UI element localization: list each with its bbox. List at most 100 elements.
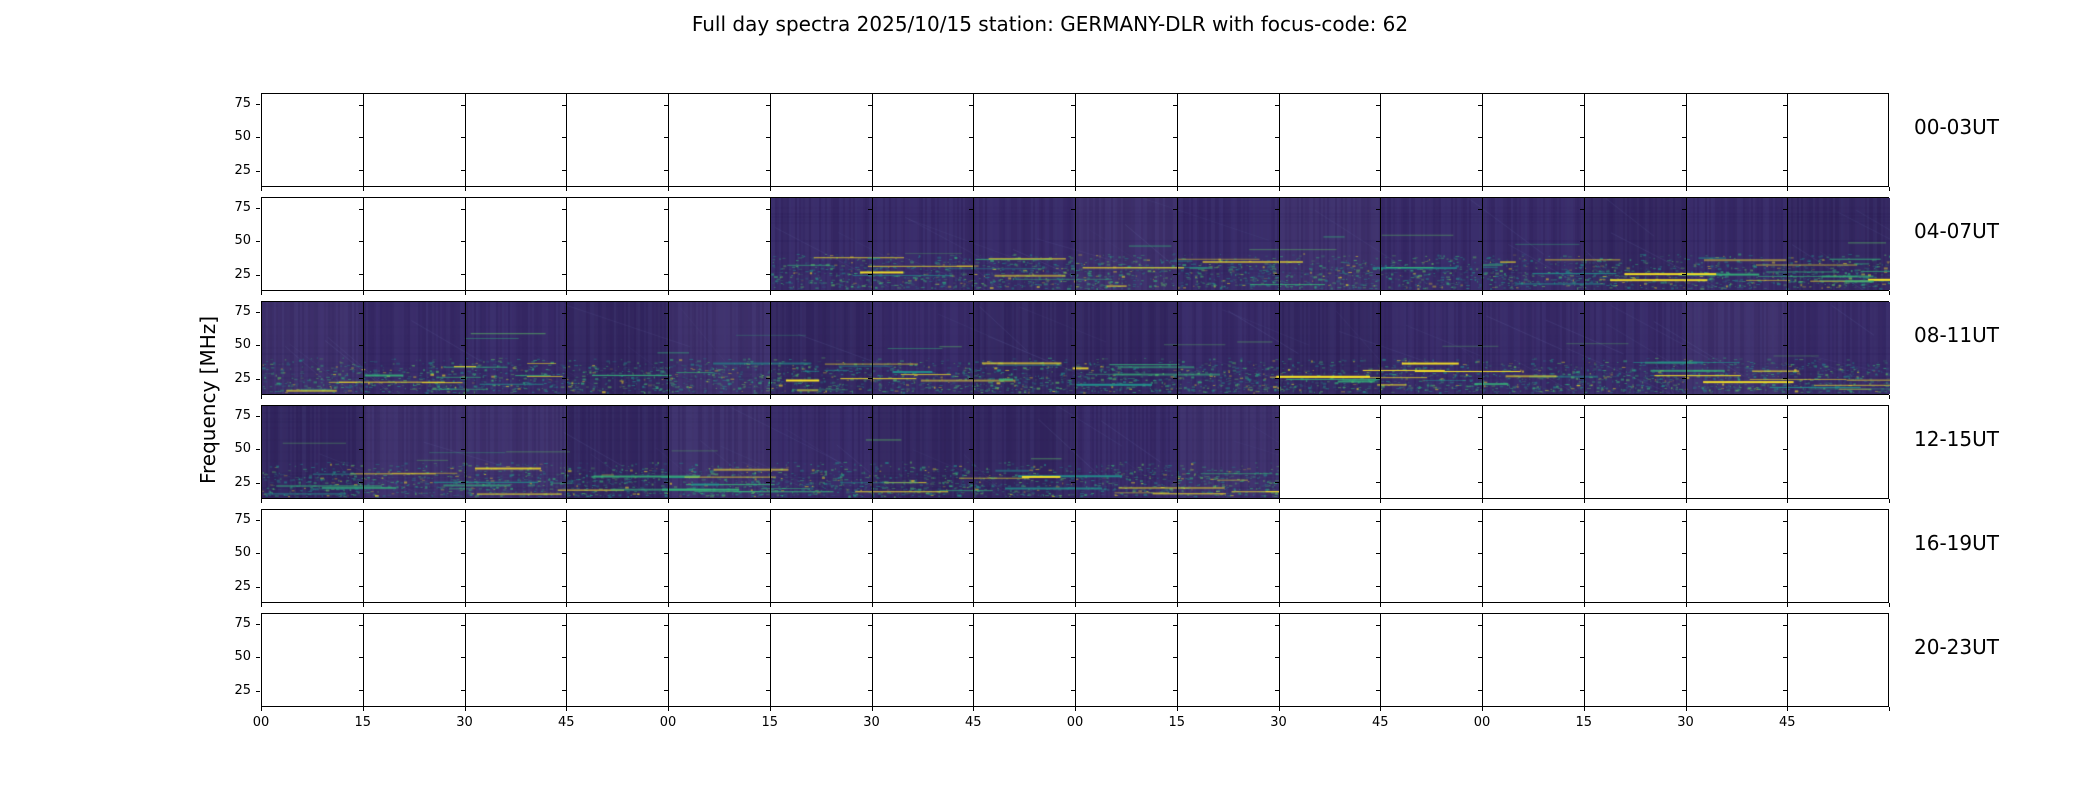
x-tick-mark xyxy=(872,499,873,503)
y-tick-mark xyxy=(664,586,668,587)
y-tick-mark xyxy=(1275,586,1279,587)
x-tick-mark xyxy=(1075,395,1076,399)
x-tick-label: 45 xyxy=(1371,715,1389,730)
y-tick-mark xyxy=(562,137,566,138)
y-tick-mark xyxy=(1275,209,1279,210)
x-tick-mark xyxy=(1279,499,1280,503)
y-tick-mark xyxy=(1275,378,1279,379)
y-tick-mark xyxy=(1682,657,1686,658)
segment-divider xyxy=(465,614,466,706)
x-tick-mark xyxy=(872,603,873,607)
y-tick-mark xyxy=(256,553,260,554)
segment-divider xyxy=(668,302,669,394)
y-tick-mark xyxy=(1682,482,1686,483)
segment-divider xyxy=(1482,406,1483,498)
segment-divider xyxy=(973,198,974,290)
segment-divider xyxy=(1482,302,1483,394)
spectra-row-panel xyxy=(261,509,1889,603)
row-time-label: 04-07UT xyxy=(1914,219,1999,243)
y-tick-label: 25 xyxy=(234,371,251,386)
x-tick-mark xyxy=(1889,395,1890,399)
x-tick-mark xyxy=(1686,499,1687,503)
y-tick-mark xyxy=(359,274,363,275)
spectra-row-panel xyxy=(261,197,1890,291)
y-tick-mark xyxy=(1173,137,1177,138)
x-tick-mark xyxy=(261,707,262,711)
y-tick-mark xyxy=(256,416,260,417)
x-tick-mark xyxy=(1380,603,1381,607)
y-tick-mark xyxy=(1682,586,1686,587)
segment-divider xyxy=(1787,302,1788,394)
segment-divider xyxy=(1482,198,1483,290)
y-tick-mark xyxy=(1783,690,1787,691)
y-tick-mark xyxy=(1478,241,1482,242)
x-tick-mark xyxy=(363,291,364,295)
x-tick-mark xyxy=(1279,187,1280,191)
y-tick-mark xyxy=(562,690,566,691)
y-tick-mark xyxy=(562,586,566,587)
y-tick-label: 25 xyxy=(234,579,251,594)
x-tick-mark xyxy=(1482,291,1483,295)
y-tick-mark xyxy=(969,657,973,658)
segment-divider xyxy=(872,302,873,394)
y-tick-mark xyxy=(868,657,872,658)
y-tick-mark xyxy=(1173,241,1177,242)
y-tick-mark xyxy=(1580,625,1584,626)
x-tick-mark xyxy=(973,187,974,191)
y-tick-mark xyxy=(461,137,465,138)
x-tick-label: 30 xyxy=(1677,715,1694,730)
y-tick-mark xyxy=(461,449,465,450)
y-tick-label: 50 xyxy=(234,649,251,664)
x-tick-mark xyxy=(1482,395,1483,399)
y-tick-mark xyxy=(1275,449,1279,450)
y-tick-mark xyxy=(1682,521,1686,522)
y-tick-mark xyxy=(766,417,770,418)
x-tick-mark xyxy=(1889,603,1890,607)
y-tick-mark xyxy=(1376,553,1380,554)
segment-divider xyxy=(1584,510,1585,602)
x-tick-mark xyxy=(1584,395,1585,399)
y-tick-mark xyxy=(1783,241,1787,242)
y-tick-mark xyxy=(664,449,668,450)
segment-divider xyxy=(363,406,364,498)
y-tick-label: 25 xyxy=(234,163,251,178)
y-tick-mark xyxy=(969,586,973,587)
x-tick-mark xyxy=(1075,187,1076,191)
x-tick-mark xyxy=(566,707,567,711)
y-tick-mark xyxy=(1376,449,1380,450)
segment-divider xyxy=(770,94,771,186)
y-tick-mark xyxy=(256,657,260,658)
segment-divider xyxy=(363,510,364,602)
y-tick-mark xyxy=(1580,657,1584,658)
y-tick-mark xyxy=(969,482,973,483)
segment-divider xyxy=(566,406,567,498)
x-tick-label: 45 xyxy=(1778,715,1796,730)
y-tick-mark xyxy=(969,553,973,554)
y-tick-mark xyxy=(969,345,973,346)
x-tick-mark xyxy=(1686,291,1687,295)
y-tick-mark xyxy=(1376,170,1380,171)
x-tick-mark xyxy=(1380,499,1381,503)
y-tick-mark xyxy=(1580,313,1584,314)
segment-divider xyxy=(363,198,364,290)
y-tick-mark xyxy=(969,378,973,379)
y-tick-mark xyxy=(1173,690,1177,691)
y-tick-mark xyxy=(562,313,566,314)
y-tick-mark xyxy=(868,313,872,314)
x-tick-mark xyxy=(770,187,771,191)
y-tick-mark xyxy=(1173,170,1177,171)
y-tick-mark xyxy=(461,482,465,483)
y-tick-mark xyxy=(664,241,668,242)
y-tick-mark xyxy=(766,625,770,626)
y-tick-mark xyxy=(969,137,973,138)
y-tick-mark xyxy=(969,690,973,691)
segment-divider xyxy=(1279,406,1280,498)
y-tick-mark xyxy=(1682,274,1686,275)
x-tick-mark xyxy=(261,291,262,295)
x-tick-mark xyxy=(770,707,771,711)
x-tick-label: 15 xyxy=(354,715,372,730)
y-tick-mark xyxy=(969,521,973,522)
y-tick-mark xyxy=(256,587,260,588)
y-tick-mark xyxy=(1478,105,1482,106)
